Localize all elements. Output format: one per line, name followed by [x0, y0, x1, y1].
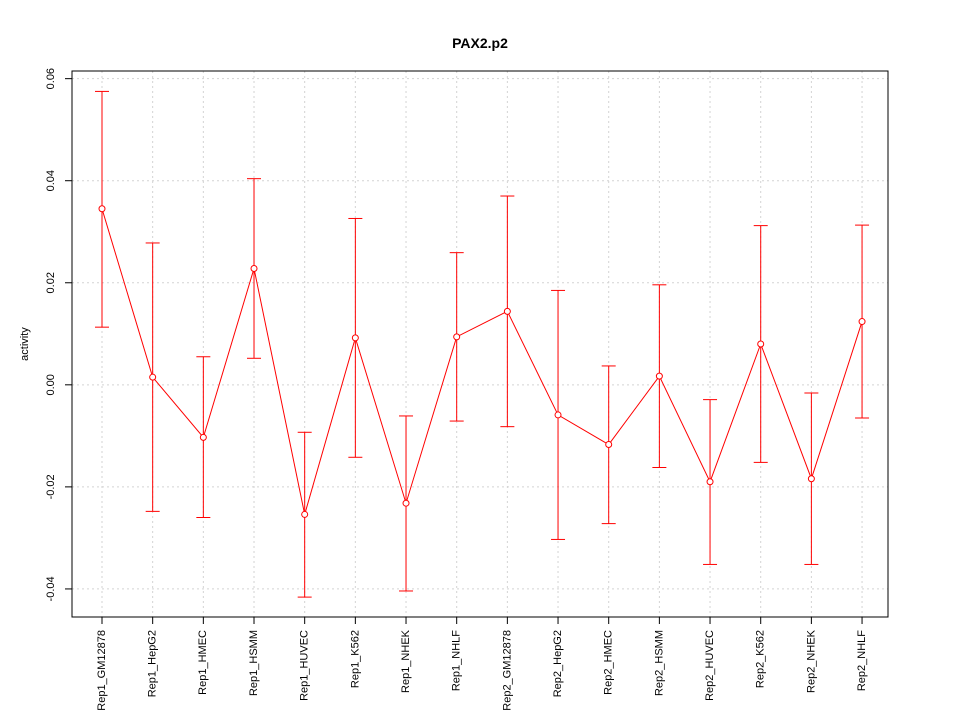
y-tick-label: 0.00 [45, 374, 57, 395]
data-point [605, 441, 613, 449]
data-point [503, 307, 511, 315]
x-tick-label: Rep2_HUVEC [704, 630, 716, 701]
x-axis: Rep1_GM12878 Rep1_HepG2 Rep1_HMEC Rep1_HSMM… [96, 617, 868, 711]
y-tick-label: 0.04 [45, 170, 57, 191]
data-point [858, 318, 866, 326]
x-tick-label: Rep2_HepG2 [552, 630, 564, 697]
series-lines [101, 208, 863, 515]
plot-frame [71, 70, 889, 618]
data-point [199, 433, 207, 441]
x-tick-label: Rep1_HUVEC [299, 630, 311, 701]
y-tick-label: -0.02 [45, 474, 57, 499]
x-tick-label: Rep1_NHEK [400, 629, 412, 693]
x-tick-label: Rep1_HSMM [248, 630, 260, 696]
x-tick-label: Rep2_HSMM [653, 630, 665, 696]
y-tick-label: 0.02 [45, 272, 57, 293]
x-tick-label: Rep1_GM12878 [96, 630, 108, 711]
x-tick-label: Rep1_NHLF [451, 630, 463, 691]
data-points [98, 205, 866, 518]
x-tick-label: Rep2_NHLF [856, 630, 868, 691]
data-point [757, 340, 765, 348]
y-axis-label: activity [19, 327, 31, 361]
data-point [301, 510, 309, 518]
data-point [655, 372, 663, 380]
data-point [351, 334, 359, 342]
x-tick-label: Rep2_K562 [755, 630, 767, 688]
data-point [402, 499, 410, 507]
data-point [250, 264, 258, 272]
x-tick-label: Rep1_HMEC [197, 630, 209, 695]
x-tick-label: Rep2_HMEC [603, 630, 615, 695]
y-axis: -0.04 -0.02 0.00 0.02 0.04 0.06 [45, 68, 72, 601]
data-point [149, 373, 157, 381]
series-line [101, 208, 863, 515]
chart-title: PAX2.p2 [452, 35, 508, 51]
y-tick-label: 0.06 [45, 68, 57, 89]
x-tick-label: Rep1_HepG2 [147, 630, 159, 697]
x-tick-label: Rep2_GM12878 [501, 630, 513, 711]
data-point [554, 411, 562, 419]
data-point [453, 333, 461, 341]
x-tick-label: Rep2_NHEK [805, 629, 817, 693]
x-tick-label: Rep1_K562 [349, 630, 361, 688]
y-tick-label: -0.04 [45, 576, 57, 601]
data-point [807, 475, 815, 483]
data-point [706, 478, 714, 486]
data-point [98, 205, 106, 213]
